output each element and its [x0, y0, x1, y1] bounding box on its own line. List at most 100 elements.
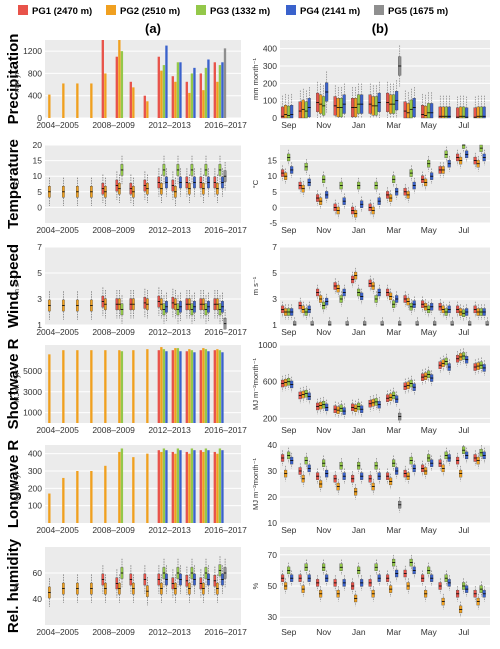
bar [218, 350, 222, 423]
bar [190, 73, 194, 118]
bar [179, 351, 182, 423]
right-unit-label: °C [251, 179, 260, 188]
bar [204, 448, 208, 523]
bar [176, 62, 180, 118]
y-tick-label: 3 [272, 294, 277, 304]
bar [62, 350, 65, 423]
bar [129, 81, 132, 118]
x-tick-label: May [421, 627, 438, 637]
bar [204, 349, 208, 423]
panel-background [280, 247, 490, 325]
row-title: Temperature [5, 139, 22, 229]
bar [118, 451, 121, 523]
bar [179, 450, 182, 523]
x-tick-label: 2008–2009 [92, 425, 135, 435]
bar [146, 349, 149, 423]
x-tick-label: Nov [316, 627, 332, 637]
bar [176, 348, 180, 423]
bar [104, 465, 107, 523]
bar [193, 352, 196, 423]
y-tick-label: -5 [269, 218, 277, 228]
box [298, 101, 302, 119]
left-unit-label: mm yr⁻¹ [12, 65, 21, 93]
x-tick-label: 2008–2009 [92, 525, 135, 535]
bar [132, 457, 135, 523]
x-tick-label: Mar [386, 327, 401, 337]
panel-background [280, 445, 490, 523]
box [462, 106, 466, 119]
x-tick-label: 2004–2005 [36, 627, 79, 637]
box [444, 106, 448, 119]
box [380, 321, 384, 326]
x-tick-label: 2004–2005 [36, 525, 79, 535]
right-unit-label: MJ m⁻²month⁻¹ [251, 357, 260, 410]
x-tick-label: May [421, 120, 438, 130]
y-tick-label: 5 [37, 187, 42, 197]
x-tick-label: Jul [458, 225, 469, 235]
legend-label: PG5 (1675 m) [388, 6, 448, 17]
bar [171, 76, 174, 118]
legend-label: PG4 (2141 m) [300, 6, 360, 17]
row-title: Precipitation [5, 34, 22, 125]
box [479, 106, 483, 119]
y-tick-label: 15 [268, 156, 278, 166]
x-tick-label: Mar [386, 425, 401, 435]
box [485, 321, 489, 326]
x-tick-label: 2004–2005 [36, 225, 79, 235]
bar [221, 62, 224, 118]
y-tick-label: 3 [37, 294, 42, 304]
legend: PG1 (2470 m) PG2 (2510 m) PG3 (1332 m) PG4 … [18, 5, 448, 17]
bar [216, 349, 219, 423]
x-tick-label: 2004–2005 [36, 327, 79, 337]
bar [48, 354, 51, 423]
bar [101, 40, 104, 118]
y-tick-label: 0 [272, 202, 277, 212]
panel-background [280, 345, 490, 423]
box [304, 101, 308, 119]
box [438, 106, 442, 119]
y-tick-label: 5 [272, 187, 277, 197]
bar [221, 450, 224, 523]
right-unit-label: mm month⁻¹ [251, 58, 260, 100]
bar [157, 350, 160, 423]
bar [118, 350, 121, 423]
y-tick-label: 10 [268, 171, 278, 181]
x-tick-label: Mar [386, 225, 401, 235]
bar [120, 51, 124, 119]
panel-background [45, 547, 241, 625]
y-tick-label: 10 [33, 171, 43, 181]
y-tick-label: 20 [268, 492, 278, 502]
x-tick-label: 2008–2009 [92, 225, 135, 235]
box [398, 321, 402, 326]
box [415, 321, 419, 326]
x-tick-label: Sep [281, 225, 296, 235]
x-tick-label: May [421, 327, 438, 337]
box [473, 107, 477, 119]
bar [185, 451, 188, 523]
y-tick-label: 40 [33, 594, 43, 604]
bar [76, 350, 79, 423]
box [450, 321, 454, 326]
x-tick-label: 2012–2013 [148, 627, 191, 637]
row-title: Shortwave R [5, 338, 22, 429]
y-tick-label: 0 [37, 113, 42, 123]
x-tick-label: Jul [458, 120, 469, 130]
x-tick-label: 2008–2009 [92, 120, 135, 130]
legend-swatch [106, 5, 116, 15]
y-tick-label: 1000 [23, 408, 42, 418]
bar [174, 453, 177, 523]
bar [157, 56, 160, 118]
box [403, 101, 407, 119]
panel-background [45, 445, 241, 523]
y-tick-label: 400 [28, 91, 42, 101]
bar [216, 81, 219, 118]
bar [188, 349, 191, 423]
bar [202, 90, 205, 118]
bar [223, 48, 227, 118]
x-tick-label: 2016–2017 [204, 120, 247, 130]
bar [90, 471, 93, 523]
bar [165, 351, 168, 423]
bar [207, 59, 210, 118]
